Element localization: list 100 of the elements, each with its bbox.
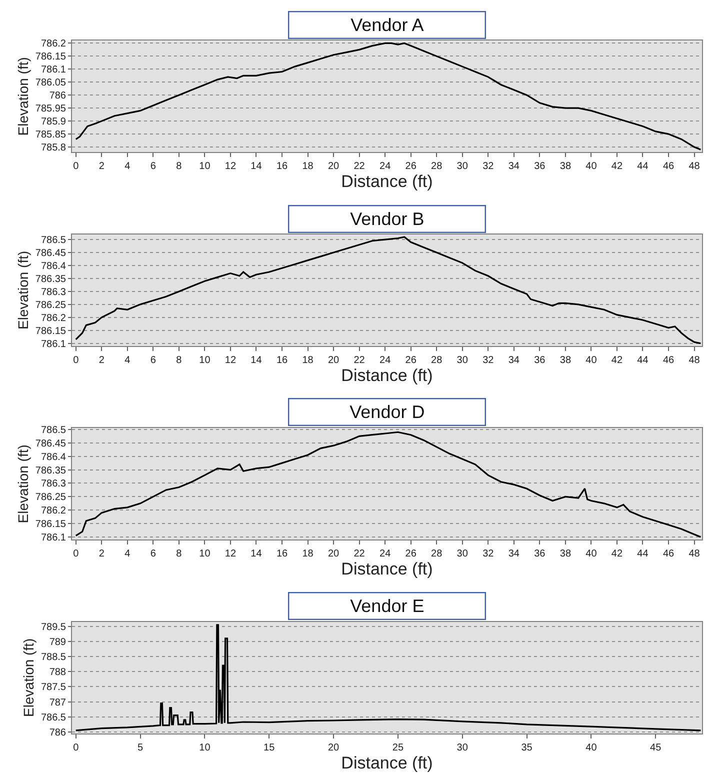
y-tick-label: 786.1 [40,338,66,350]
x-tick-label: 18 [302,161,314,172]
x-tick-label: 32 [482,548,494,560]
x-tick-label: 4 [124,354,131,366]
y-tick-label: 785.8 [40,142,66,154]
x-tick-label: 12 [224,548,236,560]
x-tick-label: 44 [637,161,649,172]
x-tick-label: 12 [224,161,236,172]
x-tick-label: 0 [73,161,80,172]
x-tick-label: 10 [199,161,211,172]
x-tick-label: 36 [534,548,546,560]
x-tick-label: 5 [138,742,144,754]
line-series [75,236,702,344]
x-tick-label: 4 [124,161,131,172]
y-tick-label: 786.4 [40,452,66,463]
x-tick-label: 48 [688,161,700,172]
x-tick-label: 40 [586,161,598,172]
x-axis-title: Distance (ft) [341,753,433,772]
x-tick-label: 14 [250,161,262,172]
chart-title: Vendor E [350,596,424,616]
y-tick-label: 786.1 [40,64,66,76]
y-tick-label: 786.2 [40,506,66,517]
x-tick-label: 30 [456,161,468,172]
chart-title: Vendor A [350,15,424,36]
x-tick-label: 42 [611,548,623,560]
x-tick-label: 28 [431,548,443,560]
x-tick-label: 36 [534,354,546,366]
x-tick-label: 25 [392,742,404,754]
y-axis-title: Elevation (ft) [15,444,32,524]
x-tick-label: 4 [124,548,131,560]
x-tick-label: 12 [224,354,236,366]
x-tick-label: 18 [302,548,314,560]
y-tick-label: 786.5 [40,424,66,436]
x-tick-label: 46 [662,548,674,560]
line-series [75,624,702,732]
y-axis-title: Elevation (ft) [20,638,37,717]
x-tick-label: 45 [650,742,662,754]
x-tick-label: 28 [431,354,443,366]
x-tick-label: 10 [199,354,211,366]
x-tick-label: 8 [176,161,182,172]
x-tick-label: 28 [431,161,443,172]
x-tick-label: 6 [150,548,156,560]
y-tick-label: 786.15 [35,519,66,530]
x-tick-label: 35 [521,742,533,754]
x-tick-label: 16 [276,161,288,172]
y-tick-label: 786.15 [35,326,66,337]
y-tick-label: 786.45 [35,248,66,260]
y-tick-label: 786.45 [35,438,66,450]
y-tick-label: 786.35 [35,465,66,476]
x-tick-label: 34 [508,354,520,366]
x-tick-label: 0 [73,354,80,366]
x-tick-label: 16 [276,548,288,560]
y-tick-label: 786 [49,727,66,738]
y-tick-label: 786.3 [40,478,66,490]
x-axis-title: Distance (ft) [341,172,433,192]
y-tick-label: 786.3 [40,286,66,298]
x-tick-label: 40 [586,742,598,754]
x-tick-label: 30 [456,742,468,754]
x-tick-label: 16 [276,354,288,366]
y-axis-title: Elevation (ft) [15,57,32,136]
x-tick-label: 36 [534,161,546,172]
x-tick-label: 18 [302,354,314,366]
y-tick-label: 789 [49,636,66,648]
x-tick-label: 22 [354,548,366,560]
x-tick-label: 15 [264,742,276,754]
x-tick-label: 2 [98,548,105,560]
x-tick-label: 38 [560,548,572,560]
x-tick-label: 0 [73,742,80,754]
x-tick-label: 44 [637,354,649,366]
x-tick-label: 6 [150,161,156,172]
y-axis-title: Elevation (ft) [15,250,32,330]
y-tick-label: 788 [49,667,66,678]
y-tick-label: 786.2 [40,38,66,50]
y-tick-label: 787 [49,697,66,708]
x-tick-label: 34 [508,161,520,172]
x-tick-label: 40 [586,354,598,366]
x-tick-label: 20 [328,548,340,560]
x-tick-label: 38 [560,161,572,172]
x-tick-label: 0 [73,548,80,560]
x-tick-label: 32 [482,161,494,172]
x-tick-label: 42 [611,161,623,172]
x-tick-label: 20 [328,354,340,366]
x-tick-label: 42 [611,354,623,366]
y-tick-label: 786.2 [40,312,66,324]
x-tick-label: 22 [354,354,366,366]
y-tick-label: 788.5 [40,652,66,664]
x-tick-label: 26 [405,161,417,172]
line-series [75,42,702,150]
x-tick-label: 24 [380,548,392,560]
x-tick-label: 2 [98,161,105,172]
line-series [75,431,702,538]
x-tick-label: 48 [688,354,700,366]
x-tick-label: 38 [560,354,572,366]
y-tick-label: 786 [49,90,66,102]
y-tick-label: 786.35 [35,274,66,285]
x-tick-label: 14 [250,548,262,560]
x-tick-label: 2 [98,354,105,366]
x-tick-label: 8 [176,548,182,560]
y-tick-label: 787.5 [40,682,66,694]
x-tick-label: 20 [328,161,340,172]
